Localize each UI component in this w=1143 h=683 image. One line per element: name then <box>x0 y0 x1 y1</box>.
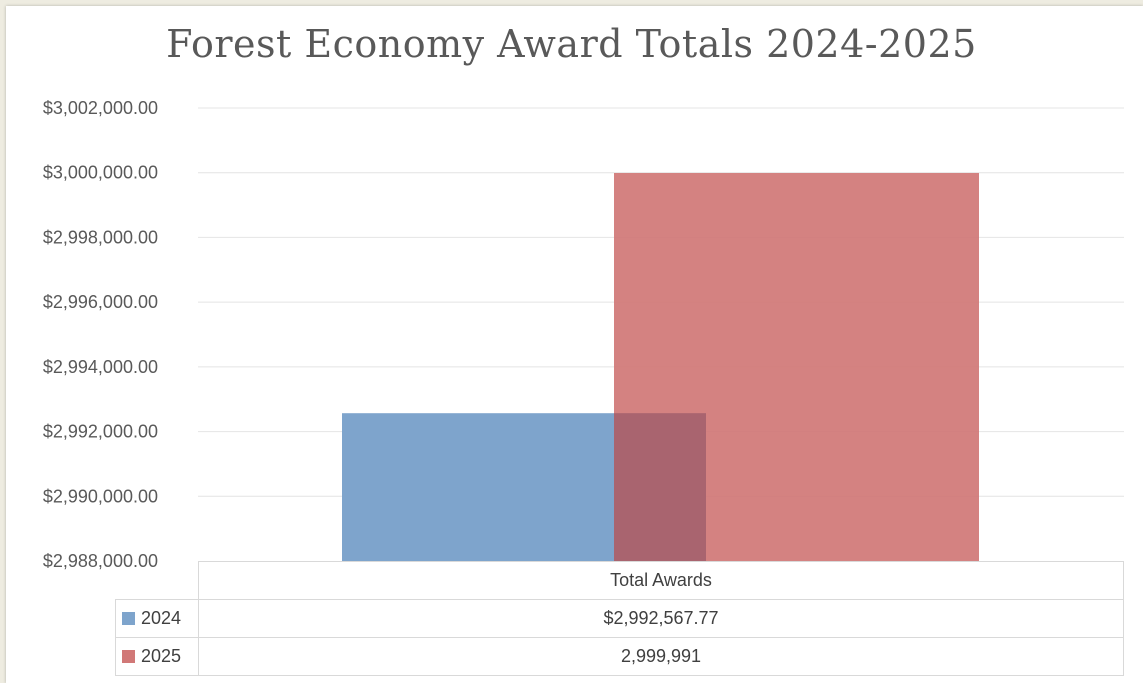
data-value: $2,992,567.77 <box>198 599 1124 638</box>
bars <box>342 173 979 561</box>
series-name: 2024 <box>141 608 182 628</box>
data-table-row: 2025 2,999,991 <box>115 637 1124 676</box>
data-table: Total Awards 2024 $2,992,567.77 2025 2,9… <box>115 561 1124 676</box>
data-value: 2,999,991 <box>198 637 1124 676</box>
series-name: 2025 <box>141 646 182 666</box>
y-tick-label: $3,000,000.00 <box>43 163 158 183</box>
y-tick-label: $2,990,000.00 <box>43 486 158 506</box>
bar-overlap <box>614 413 706 561</box>
data-table-row: 2024 $2,992,567.77 <box>115 599 1124 638</box>
y-tick-label: $2,992,000.00 <box>43 422 158 442</box>
y-axis: $2,988,000.00$2,990,000.00$2,992,000.00$… <box>43 98 158 571</box>
legend-swatch-2024 <box>122 612 135 625</box>
data-table-corner <box>115 561 199 600</box>
legend-key-2024: 2024 <box>115 599 199 638</box>
y-tick-label: $3,002,000.00 <box>43 98 158 118</box>
chart-title: Forest Economy Award Totals 2024-2025 <box>166 22 977 66</box>
data-table-header-row: Total Awards <box>115 561 1124 600</box>
legend-key-2025: 2025 <box>115 637 199 676</box>
y-tick-label: $2,998,000.00 <box>43 227 158 247</box>
y-tick-label: $2,994,000.00 <box>43 357 158 377</box>
y-tick-label: $2,996,000.00 <box>43 292 158 312</box>
category-label: Total Awards <box>198 561 1124 600</box>
legend-swatch-2025 <box>122 650 135 663</box>
